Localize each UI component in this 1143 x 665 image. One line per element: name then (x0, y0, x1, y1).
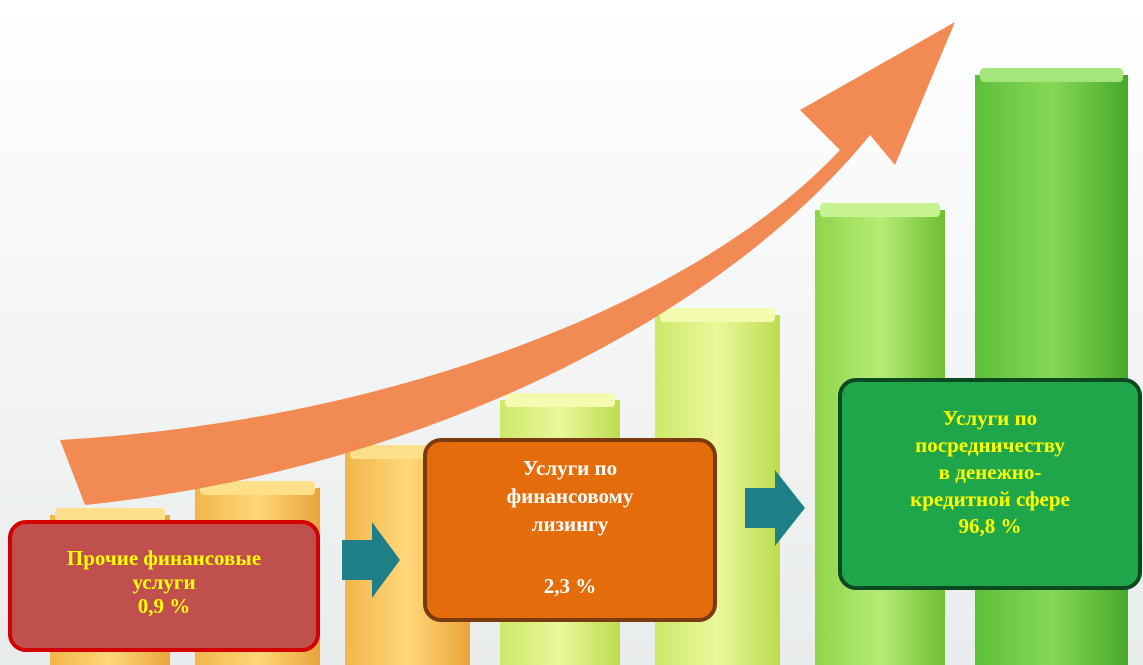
box-label: в денежно- (939, 460, 1042, 484)
box-label: Услуги по (943, 406, 1037, 430)
connector-arrow (745, 470, 805, 546)
box-label: Услуги по (523, 456, 617, 480)
info-box (838, 378, 1142, 590)
connector-arrow (342, 522, 400, 598)
box-label: посредничеству (915, 433, 1065, 457)
box-label: услуги (132, 570, 195, 594)
growth-arrow (60, 22, 955, 505)
box-label: финансовому (507, 484, 634, 508)
box-value: 0,9 % (138, 594, 191, 618)
box-label: лизингу (532, 512, 609, 536)
box-label: Прочие финансовые (67, 546, 261, 570)
box-label: кредитной сфере (910, 487, 1070, 511)
info-box (423, 438, 717, 622)
box-value: 2,3 % (544, 574, 597, 598)
info-box (8, 520, 320, 652)
box-value: 96,8 % (959, 514, 1022, 538)
